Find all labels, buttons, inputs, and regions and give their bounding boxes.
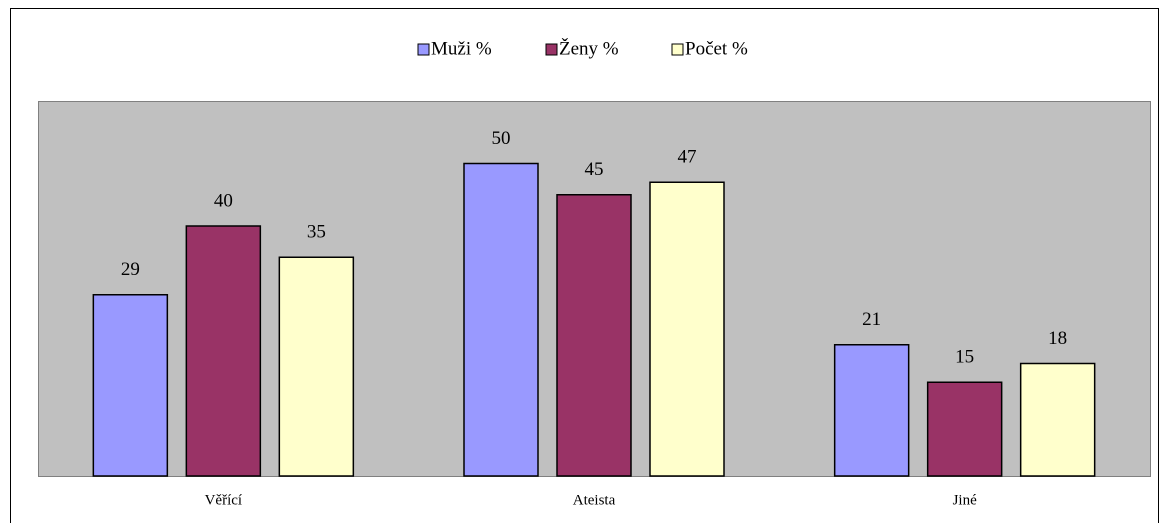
bar [926, 381, 1003, 477]
data-label: 47 [678, 147, 697, 168]
legend-label: Ženy % [559, 37, 619, 59]
legend-swatch [671, 43, 684, 56]
x-tick-label: Jiné [953, 492, 978, 508]
bar [463, 162, 539, 477]
bar [278, 256, 355, 477]
legend-swatch [545, 43, 558, 56]
bar [92, 294, 169, 477]
x-tick-label: Věřící [205, 492, 242, 508]
x-tick-label: Ateista [573, 492, 616, 508]
legend-swatch [417, 43, 430, 56]
data-label: 40 [214, 190, 233, 211]
data-label: 35 [307, 222, 326, 243]
bar [1019, 362, 1096, 477]
bar [833, 344, 910, 477]
data-label: 21 [862, 309, 881, 330]
bar [649, 181, 725, 477]
data-label: 29 [121, 259, 140, 280]
data-label: 45 [585, 159, 604, 180]
bar [185, 225, 262, 477]
data-label: 15 [955, 347, 974, 368]
data-label: 18 [1048, 328, 1067, 349]
bar [556, 194, 632, 477]
legend-label: Muži % [431, 38, 492, 59]
data-label: 50 [492, 128, 511, 149]
legend-label: Počet % [685, 38, 748, 59]
